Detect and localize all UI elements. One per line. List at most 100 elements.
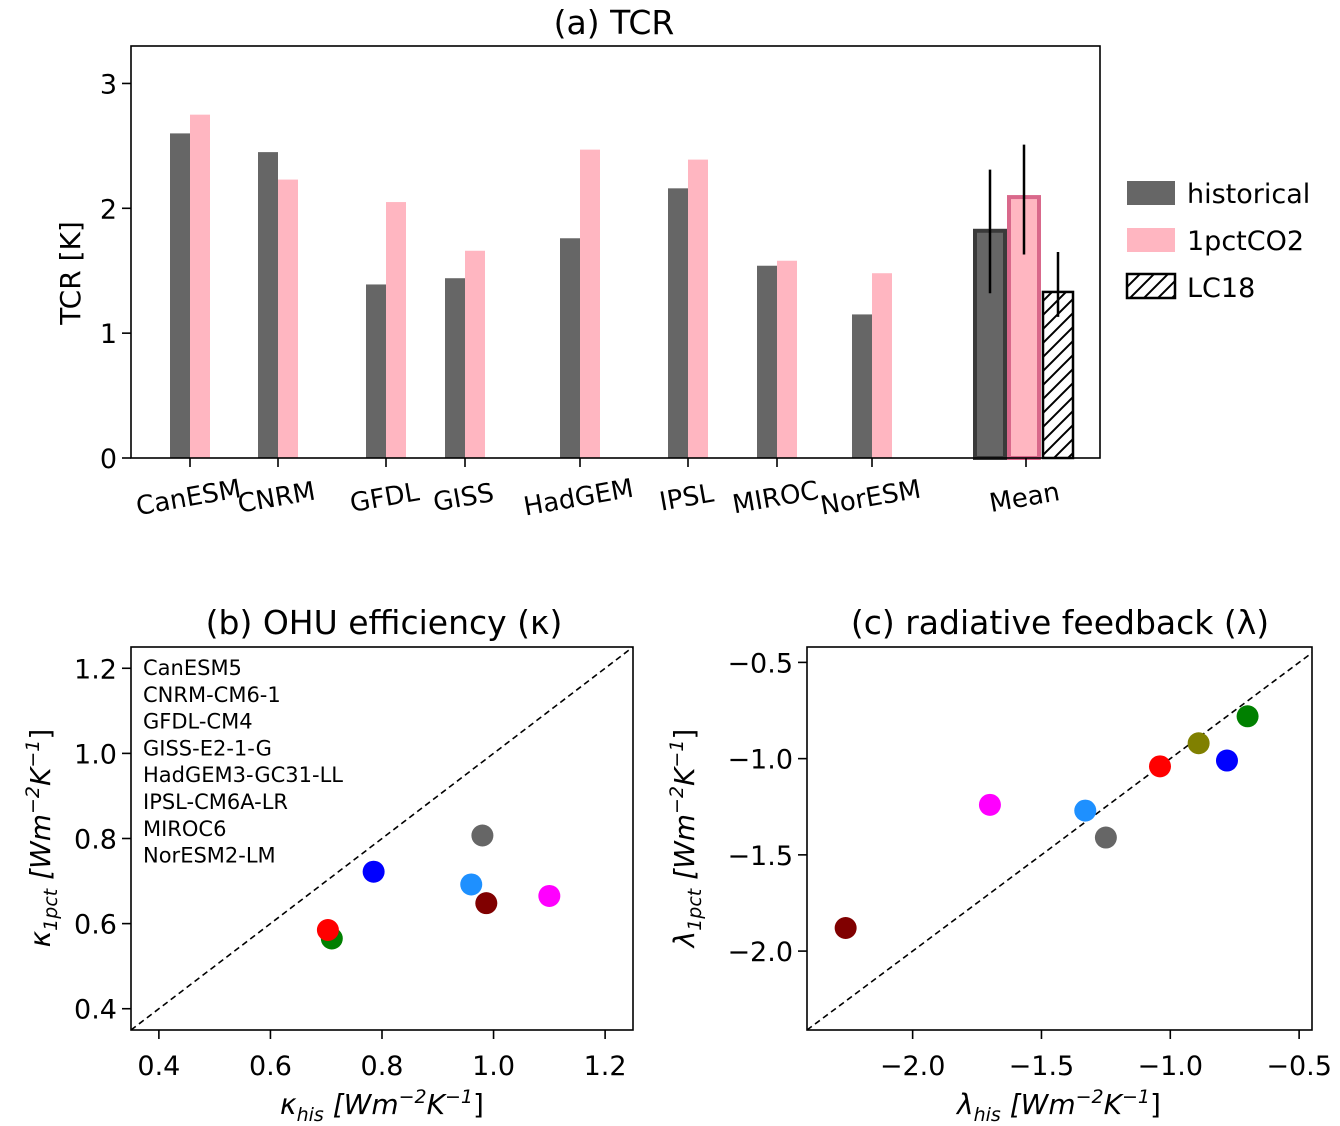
chart-b-ylabel: κ1pct [Wm−2K−1] bbox=[22, 729, 62, 948]
chart-b-xlabel-close: ] bbox=[473, 1088, 484, 1121]
x-tick-label-noresm: NorESM bbox=[818, 475, 923, 522]
legend-swatch-historical bbox=[1127, 181, 1175, 205]
legend-label-canesm5: CanESM5 bbox=[143, 656, 242, 680]
chart-c-xlabel-unit: [Wm bbox=[1010, 1088, 1076, 1121]
bar-1pctco2-cnrm bbox=[278, 179, 298, 458]
x-tick-label-gfdl: GFDL bbox=[348, 477, 422, 519]
bar-1pctco2-gfdl bbox=[386, 202, 406, 458]
chart-b-xlabel-sub: his bbox=[297, 1104, 324, 1126]
x-tick-label-canesm: CanESM bbox=[134, 474, 244, 522]
chart-b-plot-area: 0.4 0.6 0.8 1.0 1.2 0.4 0.6 0.8 1.0 1.2 bbox=[74, 646, 634, 1082]
point-giss-e2-1-g bbox=[1074, 799, 1097, 822]
chart-a-title: (a) TCR bbox=[554, 3, 675, 42]
x-tick-label-1-2: 1.2 bbox=[584, 1051, 627, 1082]
bar-historical-hadgem bbox=[560, 238, 580, 458]
y-tick-label-1-0: 1.0 bbox=[74, 739, 117, 770]
x-tick-label-0: −2.0 bbox=[880, 1051, 946, 1082]
chart-c-ylabel: λ1pct [Wm−2K−1] bbox=[666, 729, 706, 950]
chart-b-ylabel-exp2: −1 bbox=[22, 740, 44, 768]
x-tick-label-2: −1.0 bbox=[1138, 1051, 1204, 1082]
bar-historical-gfdl bbox=[366, 284, 386, 458]
point-cnrm-cm6-1 bbox=[362, 860, 385, 883]
y-tick-label-0-6: 0.6 bbox=[74, 910, 117, 941]
bar-historical-noresm bbox=[852, 314, 872, 458]
point-gfdl-cm4 bbox=[978, 793, 1001, 816]
chart-b-title: (b) OHU efficiency (κ) bbox=[206, 603, 563, 642]
x-tick-label-1-0: 1.0 bbox=[472, 1051, 515, 1082]
radiative-feedback-scatter: (c) radiative feedback (λ) −2.0 −1.5 −1.0 −… bbox=[666, 603, 1332, 1126]
chart-c-ylabel-wrap: λ1pct [Wm−2K−1] bbox=[666, 729, 706, 950]
legend-label-lc18: LC18 bbox=[1187, 273, 1255, 304]
chart-c-frame bbox=[806, 646, 1313, 1031]
chart-c-xlabel-exp1: −2 bbox=[1076, 1086, 1104, 1108]
point-miroc6 bbox=[1094, 826, 1117, 849]
x-tick-label-1: −1.5 bbox=[1009, 1051, 1075, 1082]
point-cnrm-cm6-1 bbox=[1215, 749, 1238, 772]
chart-b-ylabel-sub: 1pct bbox=[40, 887, 62, 931]
chart-c-xlabel-unit-k: K bbox=[1104, 1088, 1125, 1121]
tcr-bars bbox=[170, 114, 1075, 460]
chart-b-ylabel-symbol: κ bbox=[24, 930, 57, 947]
x-tick-label-3: −0.5 bbox=[1266, 1051, 1332, 1082]
chart-b-xlabel-exp1: −2 bbox=[399, 1086, 427, 1108]
point-ipsl-cm6a-lr bbox=[316, 918, 339, 941]
y-tick-label-1: −1.5 bbox=[727, 841, 793, 872]
chart-c-ylabel-symbol: λ bbox=[668, 931, 701, 950]
y-tick-label-3: 3 bbox=[100, 69, 117, 100]
point-canesm5 bbox=[1236, 705, 1259, 728]
bar-1pctco2-canesm bbox=[190, 114, 210, 459]
y-tick-label-0: 0 bbox=[100, 444, 117, 475]
legend-label-miroc6: MIROC6 bbox=[143, 817, 226, 841]
y-tick-label-2: 2 bbox=[100, 194, 117, 225]
bar-historical-ipsl bbox=[668, 188, 688, 458]
chart-b-xlabel: κhis [Wm−2K−1] bbox=[280, 1086, 484, 1126]
bar-1pctco2-giss bbox=[465, 250, 485, 458]
bar-1pctco2-hadgem bbox=[580, 149, 600, 458]
chart-c-title: (c) radiative feedback (λ) bbox=[851, 603, 1269, 642]
point-noresm2-lm bbox=[834, 916, 857, 939]
legend-label-gfdl-cm4: GFDL-CM4 bbox=[143, 710, 253, 734]
y-tick-label-1-2: 1.2 bbox=[74, 654, 117, 685]
point-miroc6 bbox=[471, 824, 494, 847]
chart-c-ylabel-close: ] bbox=[668, 729, 701, 740]
chart-c-xlabel-close: ] bbox=[1150, 1088, 1161, 1121]
x-tick-label-0-8: 0.8 bbox=[361, 1051, 404, 1082]
x-tick-label-ipsl: IPSL bbox=[657, 479, 716, 518]
bar-historical-cnrm bbox=[258, 152, 278, 458]
x-tick-label-0-4: 0.4 bbox=[137, 1051, 180, 1082]
point-hadgem3-gc31-ll bbox=[1187, 732, 1210, 755]
y-tick-label-3: −0.5 bbox=[727, 648, 793, 679]
chart-b-xlabel-exp2: −1 bbox=[445, 1086, 473, 1108]
chart-c-xlabel-exp2: −1 bbox=[1122, 1086, 1150, 1108]
bar-1pctco2-ipsl bbox=[688, 159, 708, 458]
bar-historical-miroc bbox=[757, 265, 777, 458]
chart-c-ylabel-exp1: −2 bbox=[666, 786, 688, 814]
x-tick-label-cnrm: CNRM bbox=[236, 477, 318, 520]
legend-label-cnrm-cm6-1: CNRM-CM6-1 bbox=[143, 683, 281, 707]
point-noresm2-lm bbox=[475, 892, 498, 915]
chart-c-plot-area: −2.0 −1.5 −1.0 −0.5 −2.0 −1.5 −1.0 −0.5 bbox=[727, 648, 1331, 1082]
point-gfdl-cm4 bbox=[538, 884, 561, 907]
bar-1pctco2-miroc bbox=[777, 260, 797, 458]
chart-c-ylabel-exp2: −1 bbox=[666, 740, 688, 768]
chart-b-xlabel-symbol: κ bbox=[280, 1088, 297, 1121]
legend-label-hadgem3-gc31-ll: HadGEM3-GC31-LL bbox=[143, 763, 343, 787]
chart-c-ylabel-unit: [Wm bbox=[668, 814, 701, 880]
legend-label-giss-e2-1-g: GISS-E2-1-G bbox=[143, 736, 272, 760]
point-giss-e2-1-g bbox=[460, 873, 483, 896]
legend-label-1pctco2: 1pctCO2 bbox=[1187, 226, 1304, 257]
legend-label-noresm2-lm: NorESM2-LM bbox=[143, 844, 276, 868]
chart-b-ylabel-close: ] bbox=[24, 729, 57, 740]
x-tick-label-miroc: MIROC bbox=[730, 476, 821, 521]
chart-c-ylabel-sub: 1pct bbox=[684, 887, 706, 931]
chart-b-ylabel-exp1: −2 bbox=[22, 786, 44, 814]
y-tick-label-2: −1.0 bbox=[727, 745, 793, 776]
y-tick-label-1: 1 bbox=[100, 319, 117, 350]
chart-b-ylabel-wrap: κ1pct [Wm−2K−1] bbox=[22, 729, 62, 948]
x-tick-label-giss: GISS bbox=[431, 478, 496, 518]
x-tick-label-hadgem: HadGEM bbox=[521, 474, 636, 523]
bar-lc18-mean bbox=[1041, 290, 1075, 460]
chart-b-ylabel-unit: [Wm bbox=[24, 814, 57, 880]
